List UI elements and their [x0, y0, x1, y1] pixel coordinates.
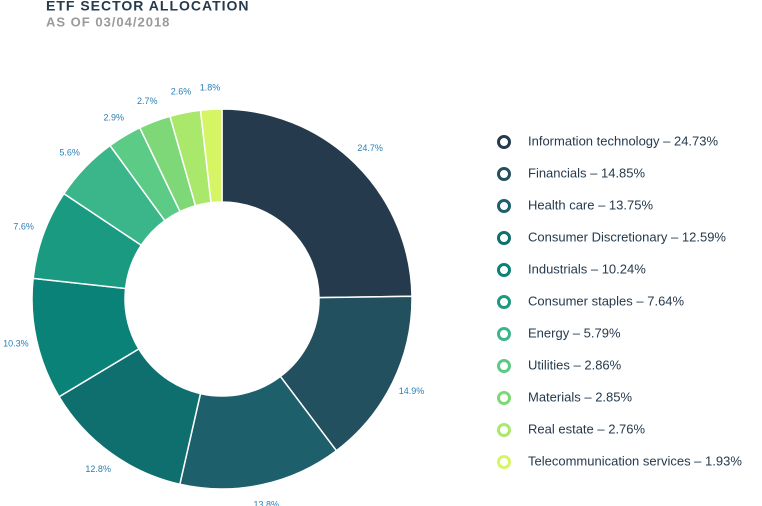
legend-marker [497, 263, 511, 277]
value-label: 7.6% [13, 221, 34, 231]
legend-marker [497, 455, 511, 469]
value-label: 10.3% [3, 339, 29, 349]
legend-label: Consumer Discretionary – 12.59% [528, 229, 726, 244]
legend-marker [497, 231, 511, 245]
legend-label: Health care – 13.75% [528, 197, 653, 212]
legend-label: Real estate – 2.76% [528, 421, 646, 436]
legend-label: Industrials – 10.24% [528, 261, 646, 276]
legend-marker [497, 135, 511, 149]
legend-label: Utilities – 2.86% [528, 357, 622, 372]
value-label: 14.9% [399, 386, 425, 396]
legend-label: Materials – 2.85% [528, 389, 632, 404]
legend-marker [497, 327, 511, 341]
legend-label: Telecommunication services – 1.93% [528, 453, 742, 468]
value-label: 12.8% [85, 464, 111, 474]
legend-marker [497, 423, 511, 437]
legend-marker [497, 167, 511, 181]
legend-marker [497, 359, 511, 373]
chart-subtitle: AS OF 03/04/2018 [46, 14, 170, 29]
legend-marker [497, 391, 511, 405]
legend-label: Energy – 5.79% [528, 325, 621, 340]
value-label: 5.6% [59, 147, 80, 157]
value-label: 2.6% [171, 86, 192, 96]
value-label: 2.9% [103, 112, 124, 122]
value-label: 13.8% [253, 500, 279, 506]
value-label: 2.7% [137, 96, 158, 106]
donut-slice [199, 108, 223, 204]
value-label: 1.8% [200, 83, 221, 93]
donut-slice [221, 108, 413, 299]
value-label: 24.7% [357, 143, 383, 153]
legend-marker [497, 295, 511, 309]
legend-label: Information technology – 24.73% [528, 133, 719, 148]
chart-title: ETF SECTOR ALLOCATION [46, 0, 250, 14]
legend-label: Consumer staples – 7.64% [528, 293, 685, 308]
legend-marker [497, 199, 511, 213]
legend-label: Financials – 14.85% [528, 165, 646, 180]
